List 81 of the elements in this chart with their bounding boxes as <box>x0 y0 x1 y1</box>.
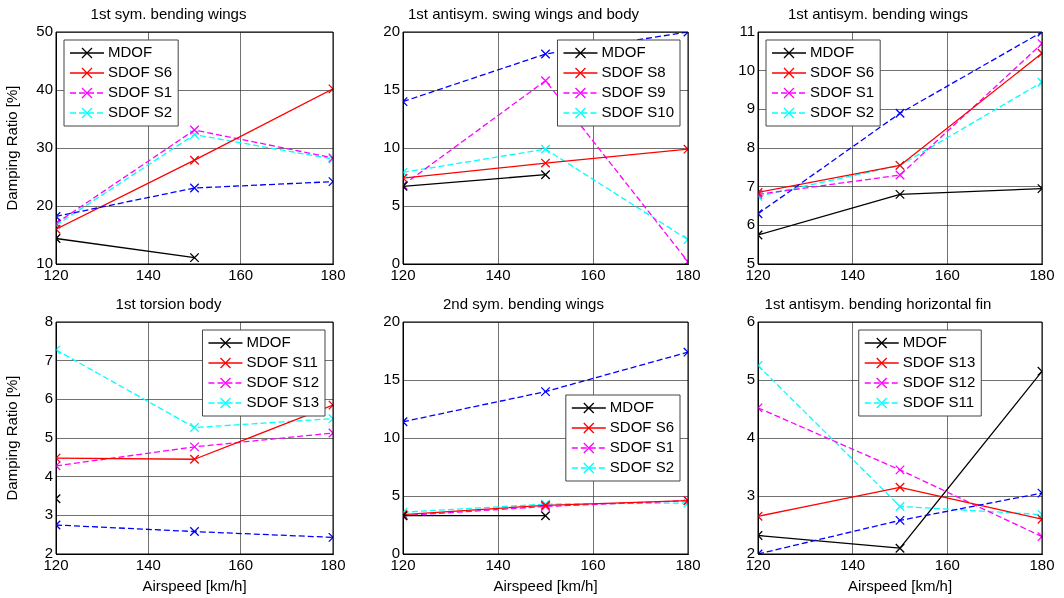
x-tick-label: 140 <box>485 556 511 574</box>
y-tick-label: 7 <box>746 176 755 194</box>
x-tick-label: 140 <box>840 556 866 574</box>
y-tick-label: 8 <box>44 312 53 330</box>
y-tick-label: 10 <box>383 138 400 156</box>
legend-label: MDOF <box>609 398 654 416</box>
legend-label: SDOF S13 <box>902 353 976 371</box>
x-tick-label: 180 <box>320 556 346 574</box>
y-tick-label: 9 <box>746 99 755 117</box>
x-tick-label: 140 <box>135 556 161 574</box>
chart-title: 1st sym. bending wings <box>90 5 247 23</box>
legend-label: MDOF <box>108 43 153 61</box>
legend-label: SDOF S1 <box>810 83 875 101</box>
legend-label: SDOF S9 <box>601 83 666 101</box>
y-tick-label: 40 <box>36 80 53 98</box>
y-tick-label: 15 <box>383 370 400 388</box>
y-tick-label: 6 <box>44 389 53 407</box>
legend-label: SDOF S6 <box>609 418 675 436</box>
y-tick-label: 7 <box>44 350 53 368</box>
y-tick-label: 3 <box>44 505 53 523</box>
y-axis-title: Damping Ratio [%] <box>3 85 21 211</box>
y-tick-label: 11 <box>739 22 755 40</box>
chart-title: 1st antisym. bending wings <box>787 5 969 23</box>
y-tick-label: 15 <box>383 80 400 98</box>
y-axis-title: Damping Ratio [%] <box>3 375 21 501</box>
legend-label: MDOF <box>601 43 646 61</box>
x-tick-label: 140 <box>840 266 866 284</box>
legend-label: SDOF S12 <box>902 373 976 391</box>
y-tick-label: 5 <box>391 486 400 504</box>
y-tick-label: 30 <box>36 138 53 156</box>
legend-label: SDOF S1 <box>609 438 675 456</box>
legend-label: SDOF S11 <box>902 393 975 411</box>
y-tick-label: 10 <box>383 428 400 446</box>
y-tick-label: 20 <box>383 312 400 330</box>
legend-label: SDOF S2 <box>108 103 173 121</box>
legend-label: MDOF <box>246 333 291 351</box>
y-tick-label: 5 <box>391 196 400 214</box>
y-tick-label: 5 <box>44 428 53 446</box>
x-axis-title: Airspeed [km/h] <box>142 577 247 595</box>
chart-title: 2nd sym. bending wings <box>443 295 604 313</box>
chart-title: 1st antisym. swing wings and body <box>408 5 640 23</box>
x-tick-label: 160 <box>228 266 254 284</box>
legend-label: SDOF S6 <box>108 63 173 81</box>
legend-label: SDOF S6 <box>810 63 875 81</box>
x-tick-label: 180 <box>320 266 346 284</box>
legend-label: MDOF <box>902 333 947 351</box>
legend-label: SDOF S12 <box>246 373 320 391</box>
legend-label: SDOF S2 <box>810 103 875 121</box>
y-tick-label: 6 <box>746 312 755 330</box>
y-tick-label: 5 <box>746 370 755 388</box>
x-tick-label: 140 <box>485 266 511 284</box>
chart-title: 1st antisym. bending horizontal fin <box>764 295 992 313</box>
x-tick-label: 180 <box>675 556 701 574</box>
x-tick-label: 160 <box>580 266 606 284</box>
y-tick-label: 6 <box>746 215 755 233</box>
y-tick-label: 20 <box>36 196 53 214</box>
chart-title: 1st torsion body <box>115 295 222 313</box>
x-axis-title: Airspeed [km/h] <box>493 577 598 595</box>
x-tick-label: 180 <box>1029 266 1055 284</box>
legend-label: MDOF <box>810 43 855 61</box>
y-tick-label: 4 <box>746 428 755 446</box>
y-tick-label: 3 <box>746 486 755 504</box>
x-tick-label: 180 <box>1029 556 1055 574</box>
x-tick-label: 160 <box>580 556 606 574</box>
x-tick-label: 140 <box>135 266 161 284</box>
x-tick-label: 160 <box>934 556 960 574</box>
x-axis-title: Airspeed [km/h] <box>847 577 953 595</box>
legend-label: SDOF S11 <box>246 353 318 371</box>
y-tick-label: 8 <box>746 138 755 156</box>
x-tick-label: 180 <box>675 266 701 284</box>
y-tick-label: 10 <box>738 60 755 78</box>
x-tick-label: 160 <box>934 266 960 284</box>
legend-label: SDOF S8 <box>601 63 666 81</box>
legend-label: SDOF S10 <box>601 103 675 121</box>
legend-label: SDOF S13 <box>246 393 320 411</box>
y-tick-label: 50 <box>36 22 53 40</box>
legend-label: SDOF S1 <box>108 83 173 101</box>
x-tick-label: 160 <box>228 556 254 574</box>
y-tick-label: 4 <box>44 466 53 484</box>
y-tick-label: 20 <box>383 22 400 40</box>
legend-label: SDOF S2 <box>609 458 675 476</box>
